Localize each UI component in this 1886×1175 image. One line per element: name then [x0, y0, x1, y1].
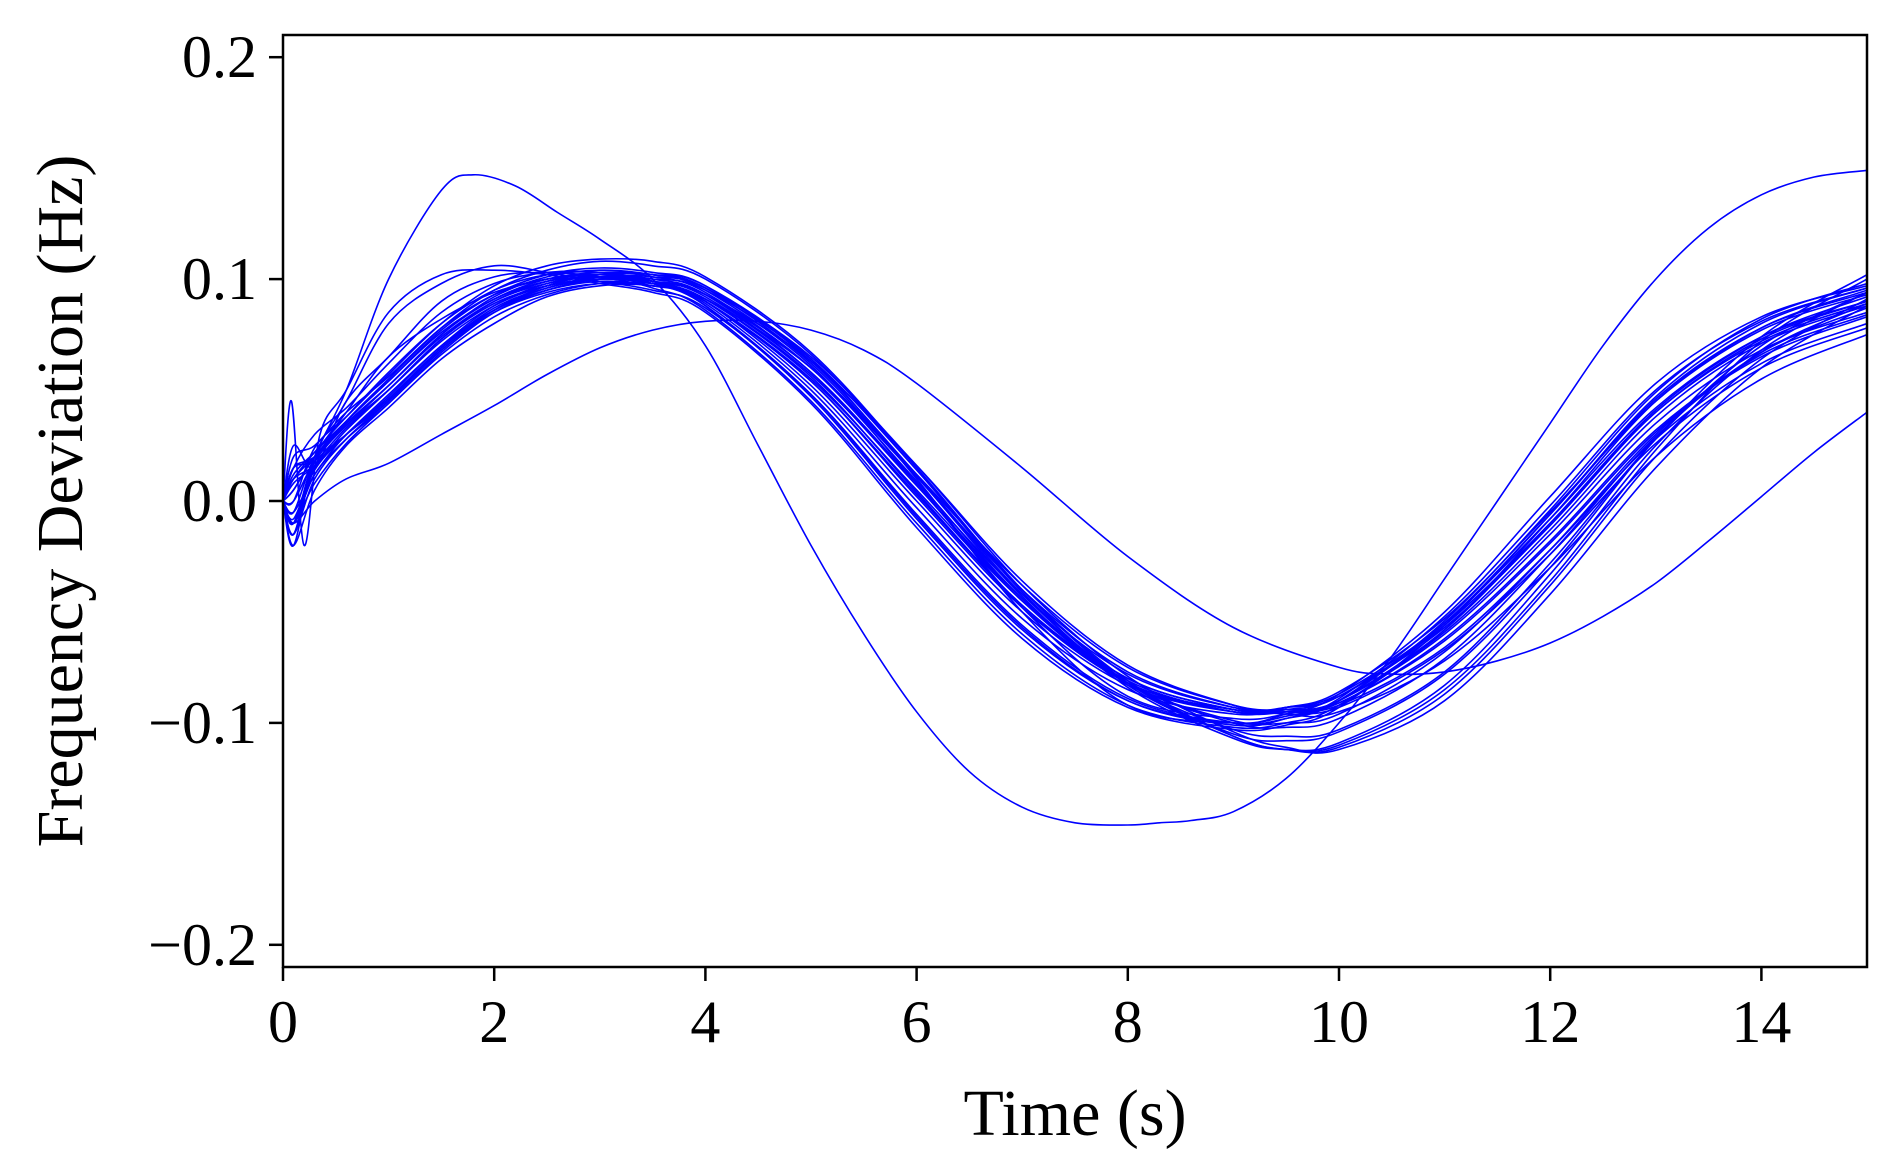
series-line-21 [283, 260, 1867, 742]
x-tick-label: 8 [1113, 989, 1143, 1055]
series-line-24 [283, 271, 1867, 730]
series-line-20 [283, 257, 1867, 753]
series-line-25 [283, 272, 1867, 725]
series-line-26 [283, 271, 1867, 721]
y-tick-label: 0.1 [182, 246, 257, 312]
y-tick-label: 0.0 [182, 468, 257, 534]
axis-ticks: 0 2 4 6 8 10 12 14 0.2 0.1 0.0 −0.1 −0.2 [148, 24, 1791, 1055]
y-axis-title: Frequency Deviation (Hz) [24, 155, 97, 848]
x-tick-label: 14 [1731, 989, 1791, 1055]
x-axis-title: Time (s) [963, 1077, 1186, 1150]
x-tick-label: 2 [479, 989, 509, 1055]
x-tick-label: 12 [1520, 989, 1580, 1055]
x-tick-label: 6 [902, 989, 932, 1055]
series-line-17 [283, 274, 1867, 754]
y-tick-label: 0.2 [182, 24, 257, 90]
series-line-22 [283, 267, 1867, 738]
x-tick-label: 10 [1309, 989, 1369, 1055]
series-line-23 [283, 273, 1867, 726]
series-line-12 [283, 271, 1867, 730]
series-line-15 [283, 270, 1867, 727]
series-layer [283, 169, 1867, 826]
x-tick-label: 0 [268, 989, 298, 1055]
series-line-1 [283, 280, 1867, 714]
series-line-28 [283, 319, 1867, 676]
series-line-14 [283, 264, 1867, 725]
y-tick-label: −0.2 [148, 912, 257, 978]
x-tick-label: 4 [690, 989, 720, 1055]
y-tick-label: −0.1 [148, 690, 257, 756]
series-line-27 [283, 169, 1867, 826]
series-line-11 [283, 271, 1867, 725]
